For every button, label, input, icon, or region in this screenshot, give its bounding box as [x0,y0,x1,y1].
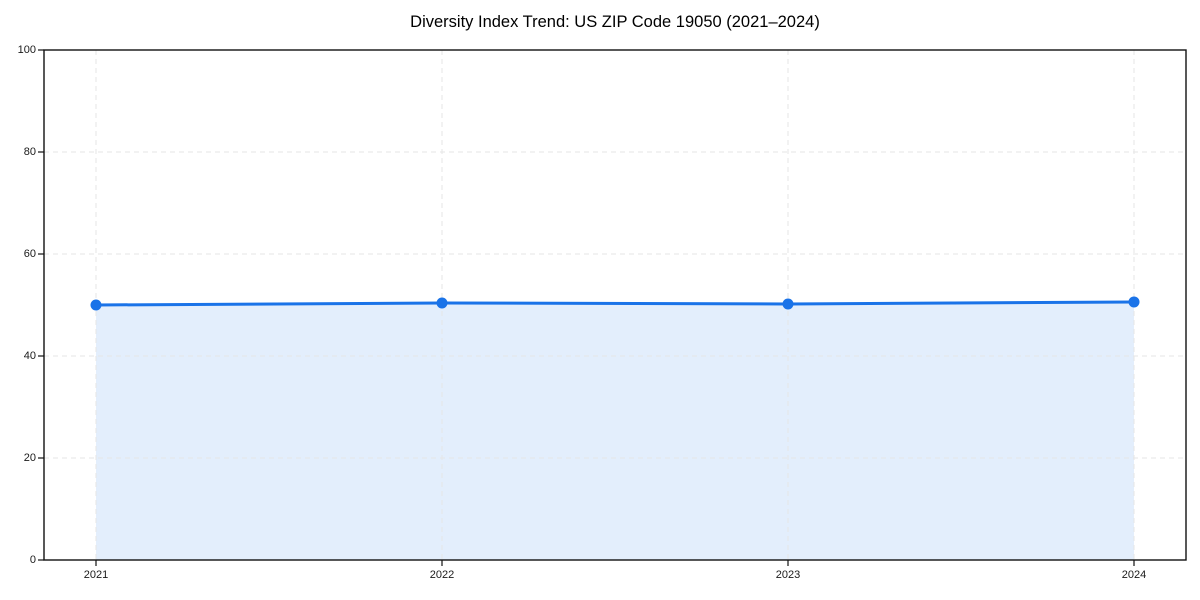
y-tick-label: 40 [23,349,36,362]
data-point-marker [90,299,102,311]
x-tick-label: 2021 [83,569,109,581]
trend-line [94,300,1136,307]
y-tick-label: 100 [17,43,36,56]
area-fill [96,301,1134,560]
plot-border [43,49,1187,561]
x-tick-label: 2022 [429,569,455,581]
data-point-marker [1128,296,1140,308]
y-tick-label: 80 [23,145,36,158]
data-point-marker [436,297,448,309]
y-tick-label: 20 [23,451,36,464]
y-tick-label: 0 [29,553,36,566]
chart-title: Diversity Index Trend: US ZIP Code 19050… [410,13,820,31]
data-point-marker [782,298,794,310]
x-tick-label: 2023 [775,569,801,581]
y-tick-label: 60 [23,247,36,260]
x-tick-label: 2024 [1121,569,1147,581]
